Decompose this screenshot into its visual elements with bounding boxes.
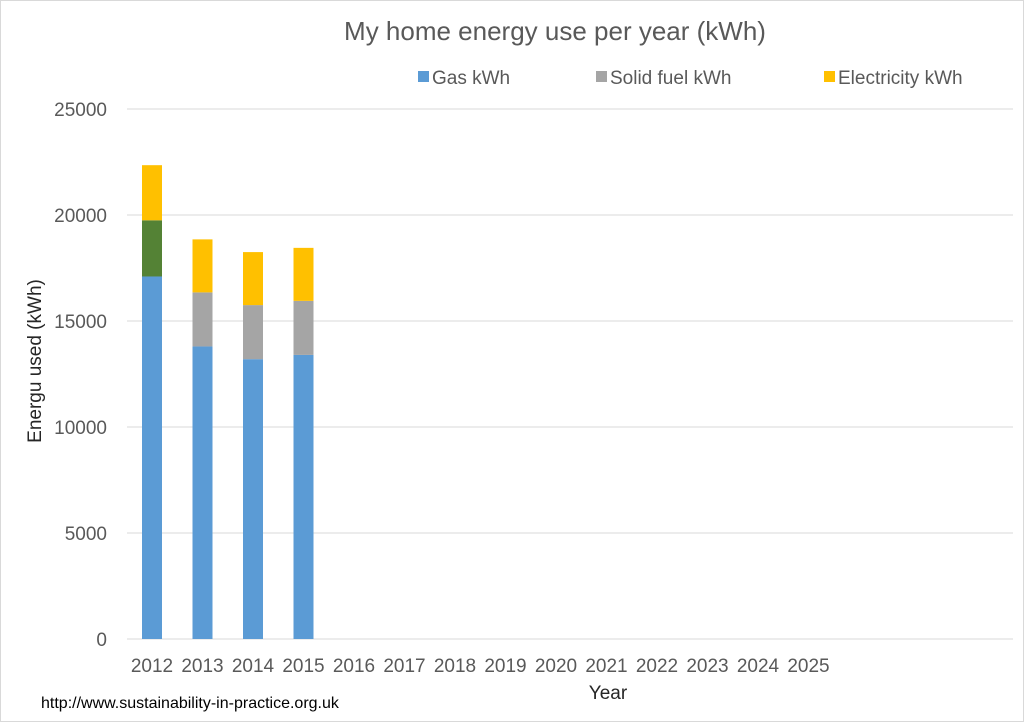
x-tick-label: 2021 xyxy=(585,656,627,677)
bar-segment xyxy=(142,276,162,639)
y-tick-label: 15000 xyxy=(54,312,107,333)
x-tick-label: 2022 xyxy=(636,656,678,677)
x-axis-ticks: 2012 2013 2014 2015 2016 2017 2018 2019 2020 2021… xyxy=(131,656,830,677)
chart-title: My home energy use per year (kWh) xyxy=(344,16,766,46)
y-tick-label: 10000 xyxy=(54,418,107,439)
x-tick-label: 2013 xyxy=(181,656,223,677)
legend-label: Gas kWh xyxy=(432,68,510,89)
y-axis-ticks: 0 5000 10000 15000 20000 25000 xyxy=(54,100,107,651)
bars xyxy=(142,165,314,639)
bar-segment xyxy=(142,165,162,221)
x-tick-label: 2018 xyxy=(434,656,476,677)
y-tick-label: 25000 xyxy=(54,100,107,121)
x-tick-label: 2025 xyxy=(787,656,829,677)
legend-label: Solid fuel kWh xyxy=(610,68,731,89)
legend-swatch xyxy=(596,71,607,82)
bar-segment xyxy=(293,247,314,301)
x-axis-label: Year xyxy=(589,683,628,704)
x-tick-label: 2020 xyxy=(535,656,577,677)
x-tick-label: 2017 xyxy=(383,656,425,677)
x-tick-label: 2016 xyxy=(333,656,375,677)
source-link[interactable]: http://www.sustainability-in-practice.or… xyxy=(41,695,340,712)
x-tick-label: 2023 xyxy=(686,656,728,677)
bar-segment xyxy=(243,305,263,360)
bar-segment xyxy=(243,359,263,639)
y-tick-label: 5000 xyxy=(65,524,107,545)
x-tick-label: 2012 xyxy=(131,656,173,677)
y-tick-label: 0 xyxy=(96,630,107,651)
bar-segment xyxy=(192,346,213,639)
x-tick-label: 2024 xyxy=(737,656,780,677)
legend-label: Electricity kWh xyxy=(838,68,963,89)
x-tick-label: 2015 xyxy=(282,656,324,677)
gridlines xyxy=(127,108,1013,640)
legend-swatch xyxy=(824,71,835,82)
y-tick-label: 20000 xyxy=(54,206,107,227)
bar-segment xyxy=(192,239,213,293)
bar-segment xyxy=(142,220,162,277)
bar-segment xyxy=(243,252,263,306)
legend-swatch xyxy=(418,71,429,82)
bar-segment xyxy=(192,292,213,347)
bar-segment xyxy=(293,300,314,355)
y-axis-label: Energu used (kWh) xyxy=(25,279,46,443)
legend: Gas kWh Solid fuel kWh Electricity kWh xyxy=(418,68,963,89)
x-tick-label: 2014 xyxy=(232,656,275,677)
bar-segment xyxy=(293,354,314,639)
x-tick-label: 2019 xyxy=(484,656,526,677)
